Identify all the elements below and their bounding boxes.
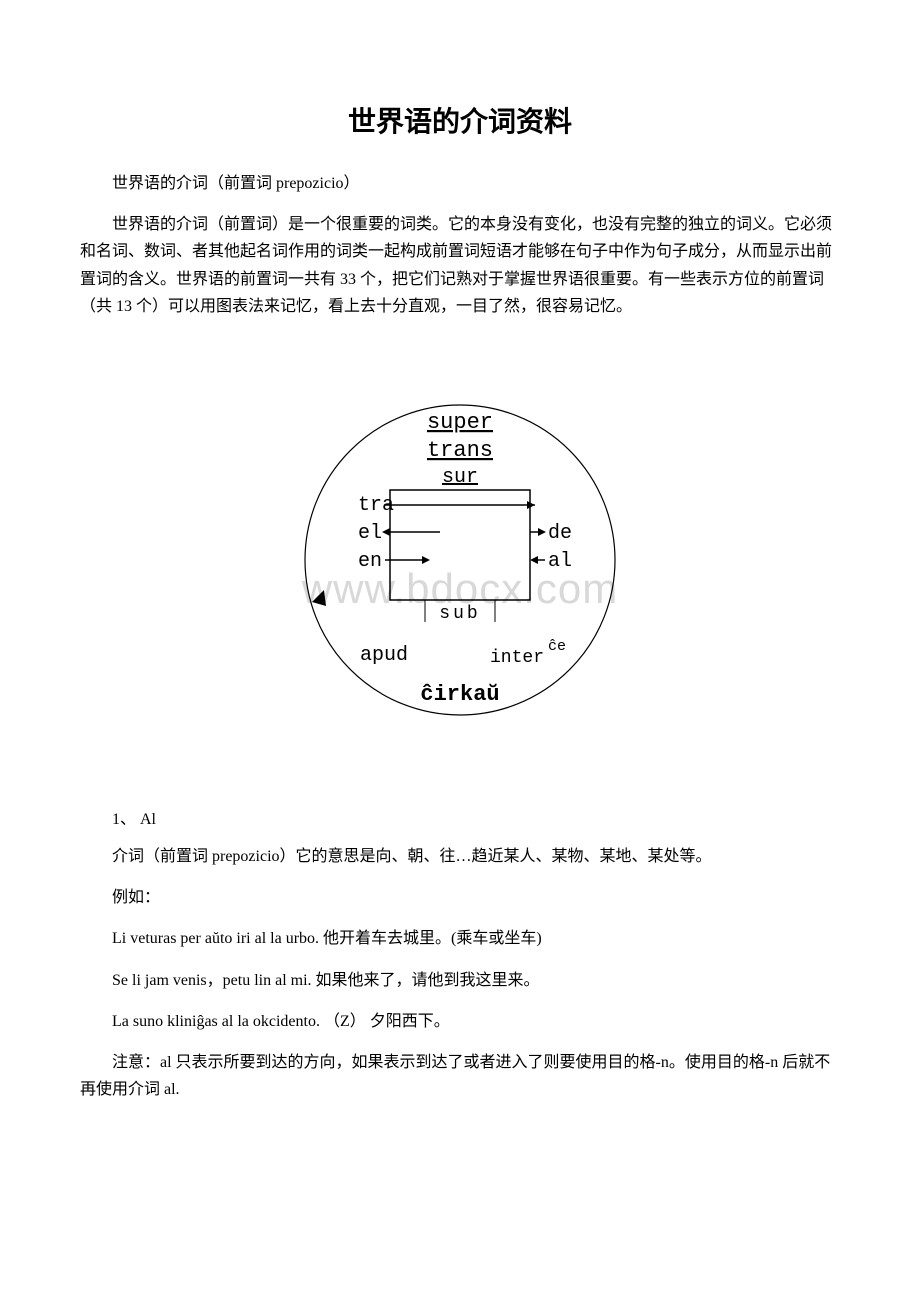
preposition-diagram: super trans sur tra el en de al bbox=[290, 370, 630, 730]
label-apud: apud bbox=[360, 644, 408, 667]
label-en: en bbox=[358, 550, 382, 573]
section-1-p4: Se li jam venis，petu lin al mi. 如果他来了，请他… bbox=[80, 967, 840, 994]
label-el: el bbox=[358, 522, 382, 545]
label-cirkau: ĉirkaŭ bbox=[420, 682, 499, 707]
section-1-p1: 介词（前置词 prepozicio）它的意思是向、朝、往…趋近某人、某物、某地、… bbox=[80, 843, 840, 870]
intro-line: 世界语的介词（前置词 prepozicio） bbox=[80, 170, 840, 197]
label-sub: sub bbox=[439, 604, 480, 624]
label-super: super bbox=[427, 410, 493, 435]
section-1-p2: 例如： bbox=[80, 884, 840, 911]
intro-paragraph: 世界语的介词（前置词）是一个很重要的词类。它的本身没有变化，也没有完整的独立的词… bbox=[80, 211, 840, 320]
page-title: 世界语的介词资料 bbox=[80, 100, 840, 140]
label-de: de bbox=[548, 522, 572, 545]
label-trans: trans bbox=[427, 438, 493, 463]
label-inter: inter bbox=[490, 648, 544, 668]
section-1-p3: Li veturas per aŭto iri al la urbo. 他开着车… bbox=[80, 925, 840, 952]
label-ce: ĉe bbox=[548, 638, 566, 655]
section-1-p5: La suno kliniĝas al la okcidento. （Z） 夕阳… bbox=[80, 1008, 840, 1035]
label-al: al bbox=[548, 550, 572, 573]
label-sur: sur bbox=[442, 466, 478, 489]
diagram-container: www.bdocx.com super trans sur tra el en … bbox=[80, 370, 840, 735]
section-1-p6: 注意：al 只表示所要到达的方向，如果表示到达了或者进入了则要使用目的格-n。使… bbox=[80, 1049, 840, 1103]
section-1-heading: 1、 Al bbox=[80, 805, 840, 829]
